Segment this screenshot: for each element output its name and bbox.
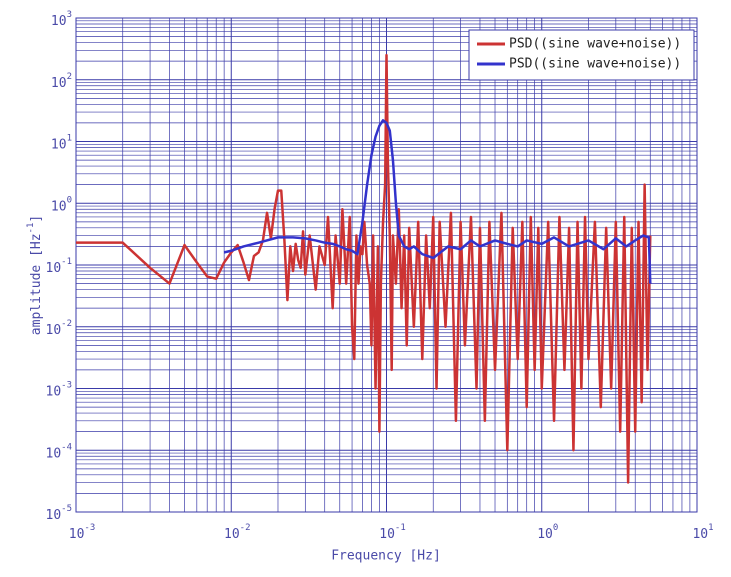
- tick-exponent: -4: [61, 442, 72, 452]
- tick-label: 10-1: [379, 523, 406, 542]
- tick-base: 10: [537, 527, 553, 542]
- tick-label: 10-2: [46, 318, 73, 337]
- y-label-suffix: ]: [29, 215, 44, 223]
- tick-base: 10: [51, 137, 67, 152]
- tick-base: 10: [379, 527, 395, 542]
- tick-base: 10: [46, 446, 62, 461]
- tick-base: 10: [224, 527, 240, 542]
- tick-exponent: -1: [61, 257, 72, 267]
- tick-base: 10: [46, 384, 62, 399]
- tick-exponent: -3: [84, 523, 95, 533]
- tick-exponent: 0: [553, 523, 558, 533]
- tick-exponent: 1: [708, 523, 713, 533]
- tick-label: 10-5: [46, 504, 73, 523]
- tick-exponent: -2: [61, 318, 72, 328]
- tick-base: 10: [51, 75, 67, 90]
- series-line: [76, 53, 652, 484]
- tick-exponent: -1: [395, 523, 406, 533]
- tick-base: 10: [46, 261, 62, 276]
- legend-box: [468, 29, 695, 81]
- tick-exponent: -5: [61, 504, 72, 514]
- tick-label: 10-2: [224, 523, 251, 542]
- tick-label: 10-3: [46, 380, 73, 399]
- tick-label: 100: [51, 195, 72, 214]
- legend-label: PSD((sine wave+noise)): [509, 57, 681, 72]
- tick-label: 101: [692, 523, 713, 542]
- tick-exponent: 3: [67, 10, 72, 20]
- tick-exponent: -3: [61, 380, 72, 390]
- tick-exponent: -2: [240, 523, 251, 533]
- tick-label: 10-1: [46, 257, 73, 276]
- tick-base: 10: [51, 14, 67, 29]
- tick-label: 102: [51, 71, 72, 90]
- plot-frame: [75, 17, 698, 513]
- tick-label: 10-3: [69, 523, 96, 542]
- y-label-text: amplitude [Hz: [29, 233, 44, 335]
- tick-label: 101: [51, 133, 72, 152]
- series-line: [223, 119, 652, 284]
- tick-label: 103: [51, 10, 72, 29]
- tick-base: 10: [69, 527, 85, 542]
- tick-base: 10: [51, 199, 67, 214]
- tick-exponent: 1: [67, 133, 72, 143]
- y-label-exponent: -1: [26, 223, 36, 234]
- tick-base: 10: [692, 527, 708, 542]
- y-axis-label: amplitude [Hz-1]: [26, 215, 44, 335]
- tick-exponent: 0: [67, 195, 72, 205]
- tick-label: 100: [537, 523, 558, 542]
- x-axis-label: Frequency [Hz]: [331, 549, 441, 564]
- legend-label: PSD((sine wave+noise)): [509, 37, 681, 52]
- tick-base: 10: [46, 322, 62, 337]
- tick-base: 10: [46, 508, 62, 523]
- tick-exponent: 2: [67, 71, 72, 81]
- tick-label: 10-4: [46, 442, 73, 461]
